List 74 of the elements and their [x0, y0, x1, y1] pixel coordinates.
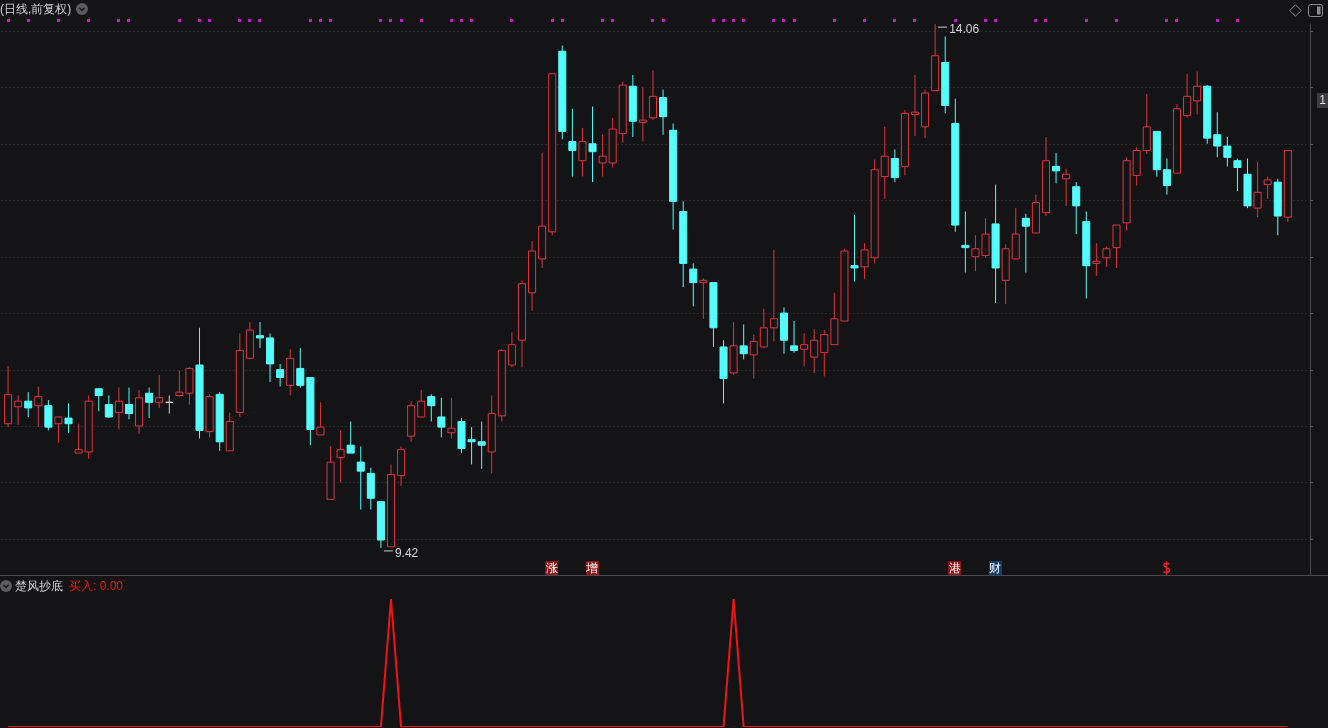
candlestick — [124, 387, 134, 420]
candlestick — [810, 328, 819, 374]
candlestick — [769, 249, 778, 342]
candlestick — [1253, 161, 1262, 218]
candlestick — [427, 393, 436, 422]
text: 1 — [1317, 93, 1328, 108]
candlestick — [800, 332, 809, 367]
candlestick — [1162, 157, 1171, 196]
candlestick — [1052, 152, 1061, 184]
candlestick — [346, 420, 355, 454]
chart-title: (日线,前复权) — [0, 0, 72, 18]
candlestick — [316, 401, 325, 436]
candlestick — [850, 214, 859, 282]
candlestick — [961, 211, 970, 273]
candlestick — [296, 347, 305, 389]
candlestick — [94, 388, 103, 412]
candlestick — [648, 69, 658, 121]
text: 买入: 0.00 — [69, 577, 124, 595]
candlestick — [336, 430, 345, 483]
candlestick — [1183, 73, 1192, 119]
candlestick — [689, 262, 698, 307]
candlestick — [1072, 181, 1081, 235]
candlestick — [114, 387, 123, 430]
candlestick — [24, 391, 33, 418]
candlestick — [1142, 93, 1151, 155]
annotation: 财 — [988, 561, 1002, 575]
candlestick — [659, 89, 668, 136]
candlestick — [598, 134, 607, 178]
candlestick — [417, 389, 426, 418]
annotation: 涨 — [545, 561, 559, 575]
annotation: 增 — [585, 561, 599, 575]
candlestick — [699, 277, 708, 320]
candlestick — [860, 242, 869, 280]
candlestick — [255, 321, 265, 349]
candlestick — [34, 385, 43, 428]
candlestick — [588, 106, 597, 183]
candlestick — [44, 399, 53, 432]
candlestick — [1233, 157, 1242, 192]
annotation: 14.06 — [949, 22, 980, 37]
candlestick — [1263, 176, 1272, 200]
annotation: 9.42 — [394, 545, 419, 560]
candlestick — [356, 445, 365, 511]
candlestick — [74, 423, 83, 454]
candlestick — [638, 86, 647, 143]
candlestick — [437, 397, 446, 438]
candlestick — [1021, 213, 1030, 273]
candlestick — [1102, 246, 1111, 268]
candlestick — [880, 126, 889, 200]
candlestick — [759, 308, 768, 349]
candlestick — [1112, 224, 1121, 269]
candlestick — [1092, 242, 1101, 277]
candlestick — [749, 334, 758, 380]
candlestick — [507, 331, 516, 368]
candlestick — [155, 374, 164, 409]
candlestick — [1213, 111, 1222, 158]
candlestick — [1223, 136, 1232, 167]
candlestick — [64, 402, 73, 434]
candlestick — [890, 148, 899, 183]
candlestick — [790, 320, 799, 354]
candlestick — [447, 397, 456, 439]
candlestick — [1193, 71, 1202, 115]
candlestick — [820, 329, 829, 377]
annotation: 港 — [948, 561, 962, 575]
candlestick — [477, 420, 486, 470]
chart-title: 楚风抄底 — [15, 577, 63, 595]
candlestick — [276, 363, 285, 387]
candlestick — [1062, 168, 1071, 207]
candlestick — [145, 387, 154, 419]
candlestick — [578, 127, 587, 178]
candlestick — [910, 74, 920, 137]
candlestick — [739, 323, 748, 360]
candlestick — [14, 395, 23, 426]
candlestick — [54, 416, 63, 444]
candlestick — [568, 108, 577, 178]
